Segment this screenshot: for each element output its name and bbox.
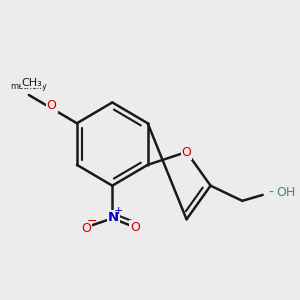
Text: methoxy: methoxy <box>11 82 47 91</box>
Text: N: N <box>108 211 119 224</box>
Text: -: - <box>268 185 273 200</box>
Text: O: O <box>182 146 191 158</box>
Text: +: + <box>114 206 123 216</box>
Text: O: O <box>130 221 140 234</box>
Text: O: O <box>81 222 91 235</box>
Text: OH: OH <box>276 186 295 199</box>
Text: O: O <box>47 99 57 112</box>
Text: −: − <box>87 215 98 228</box>
Text: CH₃: CH₃ <box>21 78 42 88</box>
